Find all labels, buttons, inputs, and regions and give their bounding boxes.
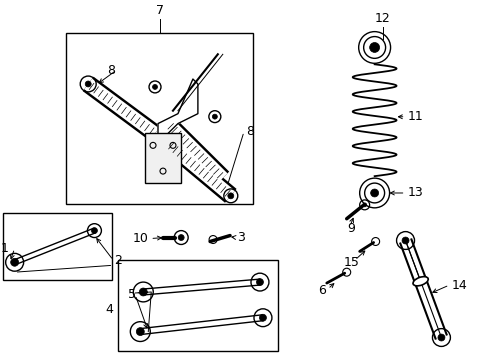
Text: 15: 15	[343, 256, 359, 269]
Circle shape	[11, 258, 19, 266]
Text: 10: 10	[132, 232, 148, 245]
Text: 4: 4	[105, 303, 113, 316]
Bar	[145, 134, 181, 183]
Circle shape	[212, 114, 217, 119]
Text: 5: 5	[128, 288, 136, 301]
Polygon shape	[143, 279, 260, 295]
Bar	[65, 33, 252, 204]
Text: 12: 12	[374, 12, 390, 25]
Polygon shape	[140, 315, 263, 334]
Text: 3: 3	[237, 231, 244, 244]
Text: 6: 6	[317, 284, 325, 297]
Text: 8: 8	[107, 64, 115, 77]
Polygon shape	[14, 228, 95, 265]
Circle shape	[178, 235, 184, 240]
Circle shape	[259, 314, 266, 321]
Circle shape	[362, 203, 366, 207]
Circle shape	[370, 189, 378, 197]
Circle shape	[401, 237, 408, 244]
Circle shape	[437, 334, 444, 341]
Circle shape	[369, 42, 379, 53]
Text: 9: 9	[347, 222, 355, 235]
Circle shape	[136, 328, 144, 336]
Circle shape	[152, 85, 157, 89]
Text: 1: 1	[0, 242, 9, 255]
Bar	[118, 260, 277, 351]
Text: 13: 13	[407, 186, 423, 199]
Text: 8: 8	[245, 125, 253, 138]
Ellipse shape	[412, 276, 427, 286]
Text: 14: 14	[450, 279, 466, 292]
Polygon shape	[158, 79, 198, 158]
Text: 2: 2	[114, 254, 122, 267]
Circle shape	[227, 193, 233, 199]
Text: 11: 11	[407, 110, 423, 123]
Circle shape	[85, 81, 91, 87]
Text: 7: 7	[156, 4, 164, 17]
Bar	[2, 213, 112, 280]
Circle shape	[139, 288, 147, 296]
Circle shape	[91, 228, 97, 234]
Circle shape	[256, 279, 263, 285]
